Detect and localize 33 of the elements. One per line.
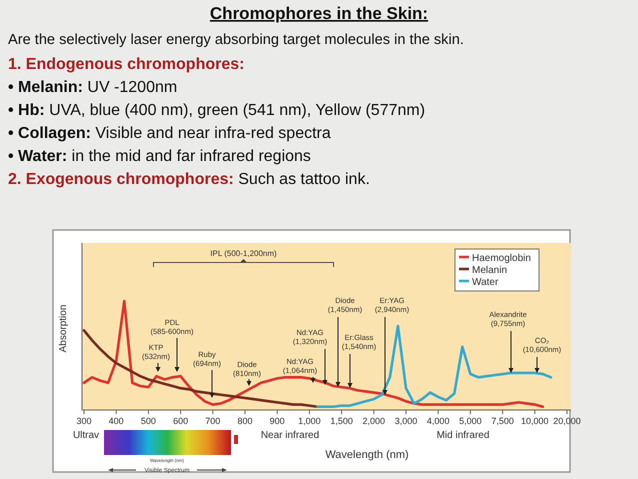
- x-tick-label: 800: [237, 416, 253, 426]
- text: Mid infrared: [436, 430, 490, 441]
- x-tick-label: 700: [205, 416, 220, 426]
- text: 1. Endogenous chromophores:: [8, 56, 244, 73]
- legend-label: Haemoglobin: [472, 253, 531, 264]
- text: Ultrav: [72, 430, 100, 441]
- x-tick-label: 7,500: [491, 416, 514, 426]
- text: • Melanin: UV -1200nm: [8, 79, 178, 96]
- x-tick-label: 1,000: [298, 416, 321, 426]
- legend-label: Water: [472, 277, 499, 288]
- x-axis-title: Wavelength (nm): [325, 449, 409, 461]
- text: Near infrared: [260, 430, 320, 441]
- x-tick-label: 2,000: [362, 416, 386, 426]
- x-tick-label: 5,000: [459, 416, 482, 426]
- chart-subtitle: Are the selectively laser energy absorbing target molecules in the skin.: [8, 32, 464, 48]
- legend-label: Melanin: [472, 265, 508, 276]
- text: IPL (500-1,200nm): [210, 249, 278, 258]
- x-tick-label: 10,000: [521, 416, 549, 426]
- y-axis-title: Absorption: [58, 304, 69, 352]
- x-tick-label: 400: [108, 416, 124, 426]
- x-tick-label: 600: [173, 416, 188, 426]
- text: 2. Exogenous chromophores: Such as tattoo ink.: [8, 171, 370, 188]
- x-tick-label: 300: [76, 416, 92, 426]
- x-tick-label: 500: [140, 416, 156, 426]
- x-tick-label: 4,000: [426, 416, 450, 426]
- text: • Hb: UVA, blue (400 nm), green (541 nm), Yellow (577nm): [8, 102, 426, 119]
- x-tick-label: 1,500: [330, 416, 353, 426]
- text: • Collagen: Visible and near infra-red spectra: [8, 125, 331, 142]
- x-tick-label: 20,000: [553, 416, 581, 426]
- text: • Water: in the mid and far infrared regions: [8, 148, 311, 165]
- x-tick-label: 3,000: [394, 416, 418, 426]
- chart-title: Chromophores in the Skin:: [210, 4, 428, 23]
- x-tick-label: 900: [270, 416, 285, 426]
